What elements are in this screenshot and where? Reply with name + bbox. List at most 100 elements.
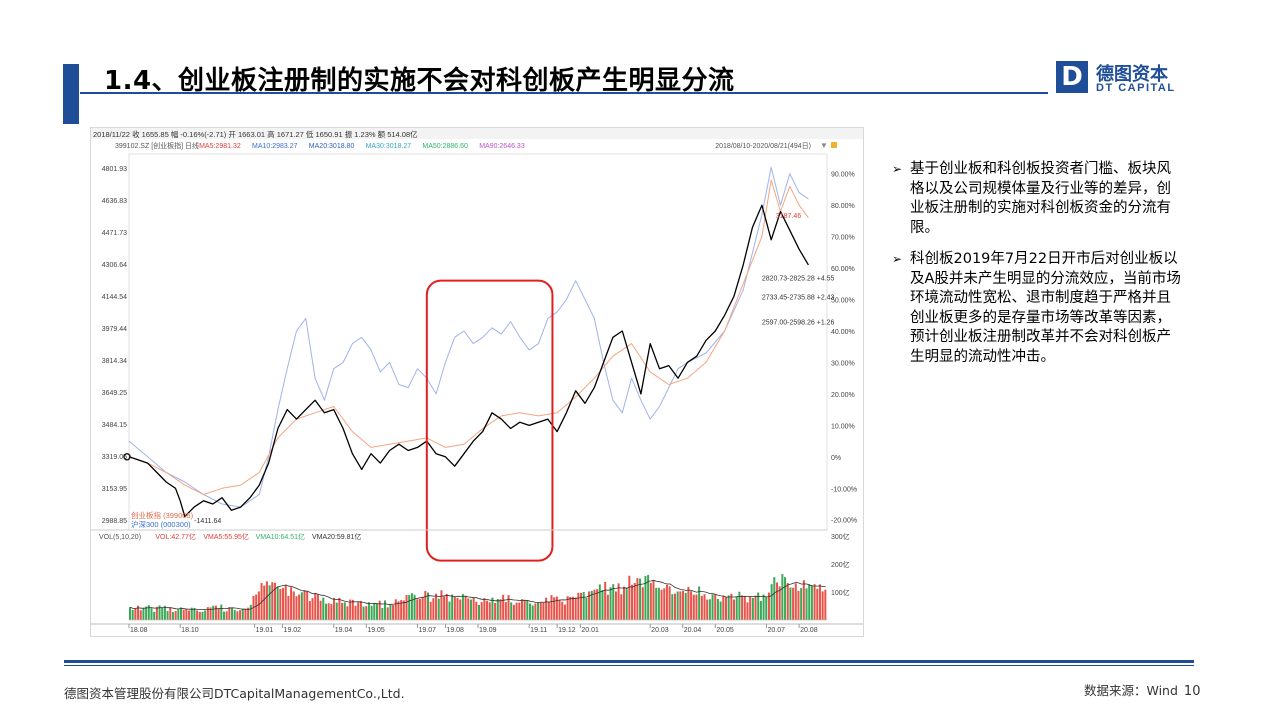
y-left-tick-label: 3153.95 <box>102 486 127 493</box>
y-left-tick-label: 4636.83 <box>102 198 127 205</box>
volume-bar <box>217 608 220 620</box>
volume-bar <box>440 590 443 620</box>
volume-bar <box>805 588 808 620</box>
volume-bar <box>706 599 709 620</box>
volume-bar <box>375 604 378 620</box>
volume-bar <box>531 605 534 620</box>
chart-annotation: -1411.64 <box>194 518 221 525</box>
volume-bar <box>338 597 341 620</box>
volume-bar <box>322 597 325 620</box>
y-right-tick-label: 40.00% <box>831 329 855 336</box>
volume-bar <box>180 607 183 620</box>
volume-bar <box>671 594 674 620</box>
x-tick-label: 20.07 <box>768 627 786 634</box>
volume-bar <box>378 600 381 620</box>
volume-bar <box>137 605 140 620</box>
y-left-tick-label: 3814.34 <box>102 358 127 365</box>
volume-y-tick-label: 300亿 <box>831 532 850 541</box>
volume-bar <box>233 609 236 620</box>
volume-bar <box>571 596 574 620</box>
volume-bar <box>451 594 454 620</box>
volume-bar <box>276 586 279 620</box>
bullet-item: ➢ 基于创业板和科创板投资者门槛、板块风格以及公司规模体量及行业等的差异，创业板… <box>892 160 1182 238</box>
volume-bar <box>298 594 301 620</box>
volume-bar <box>625 588 628 620</box>
legend-entry: MA5:2981.32 <box>199 143 241 150</box>
x-tick-label: 19.11 <box>530 627 547 634</box>
volume-bar <box>628 575 631 620</box>
volume-bar <box>510 602 513 620</box>
volume-bar <box>214 605 217 620</box>
volume-bar <box>150 608 153 620</box>
volume-bar <box>300 592 303 620</box>
volume-bar <box>794 583 797 620</box>
volume-bar <box>443 596 446 620</box>
volume-bar <box>488 602 491 620</box>
volume-bar <box>273 582 276 620</box>
volume-bar <box>523 600 526 620</box>
volume-bar <box>182 609 185 620</box>
x-tick-label: 20.01 <box>581 627 599 634</box>
volume-bar <box>252 595 255 620</box>
volume-bar <box>461 593 464 620</box>
volume-bar <box>346 606 349 620</box>
x-tick-label: 19.08 <box>446 627 464 634</box>
y-right-tick-label: 90.00% <box>831 172 855 179</box>
volume-bar <box>657 587 660 620</box>
volume-bar <box>526 600 529 620</box>
bullet-text: 基于创业板和科创板投资者门槛、板块风格以及公司规模体量及行业等的差异，创业板注册… <box>910 161 1171 236</box>
bullet-text: 科创板2019年7月22日开市后对创业板以及A股并未产生明显的分流效应，当前市场… <box>910 251 1181 365</box>
chart-annotation: 2820.73-2825.28 +4.55 <box>762 276 835 283</box>
volume-bar <box>239 610 242 620</box>
volume-bar <box>789 587 792 620</box>
volume-bar <box>507 595 510 620</box>
volume-bar <box>188 610 191 620</box>
volume-bar <box>644 576 647 620</box>
settings-box-icon <box>831 142 837 148</box>
volume-bar <box>636 578 639 620</box>
chart-annotation: 2733.45-2735.88 +2.43 <box>762 295 835 302</box>
volume-bar <box>435 593 438 620</box>
volume-bar <box>802 580 805 620</box>
volume-bar <box>682 590 685 620</box>
volume-bar <box>327 603 330 620</box>
volume-bar <box>231 608 234 620</box>
volume-bar <box>134 608 137 620</box>
y-left-tick-label: 4801.93 <box>102 166 127 173</box>
volume-bar <box>163 605 166 620</box>
volume-bar <box>408 595 411 620</box>
volume-bar <box>480 602 483 620</box>
volume-bar <box>818 584 821 620</box>
volume-bar <box>169 607 172 620</box>
volume-bar <box>255 594 258 620</box>
chart-annotation: 3187.46 <box>776 213 801 220</box>
volume-bar <box>660 589 663 620</box>
x-tick-label: 19.07 <box>419 627 437 634</box>
volume-bar <box>316 594 319 620</box>
volume-bar <box>295 596 298 620</box>
volume-bar <box>314 593 317 620</box>
bullet-list: ➢ 基于创业板和科创板投资者门槛、板块风格以及公司规模体量及行业等的差异，创业板… <box>892 160 1182 379</box>
volume-bar <box>308 600 311 620</box>
info-bar-bg <box>91 128 863 139</box>
volume-bar <box>679 591 682 620</box>
volume-legend-entry: VMA10:64.51亿 <box>256 532 305 541</box>
volume-bar <box>335 602 338 620</box>
volume-bar <box>171 612 174 620</box>
volume-bar <box>698 586 701 620</box>
volume-bar <box>491 597 494 620</box>
volume-bar <box>821 591 824 620</box>
volume-bar <box>190 607 193 620</box>
volume-bar <box>585 597 588 620</box>
volume-bar <box>247 607 250 620</box>
volume-bar <box>767 592 770 620</box>
stock-chart-panel: 2018/11/22 收 1655.85 幅 -0.16%(-2.71) 开 1… <box>90 127 864 637</box>
y-right-tick-label: 50.00% <box>831 298 855 305</box>
date-range-label: 2018/08/10-2020/08/21(494日) <box>715 142 811 150</box>
volume-bar <box>762 594 765 620</box>
volume-bar <box>735 597 738 620</box>
y-left-tick-label: 4471.73 <box>102 230 127 237</box>
volume-bar <box>639 578 642 620</box>
volume-bar <box>550 595 553 620</box>
volume-bar <box>402 600 405 620</box>
